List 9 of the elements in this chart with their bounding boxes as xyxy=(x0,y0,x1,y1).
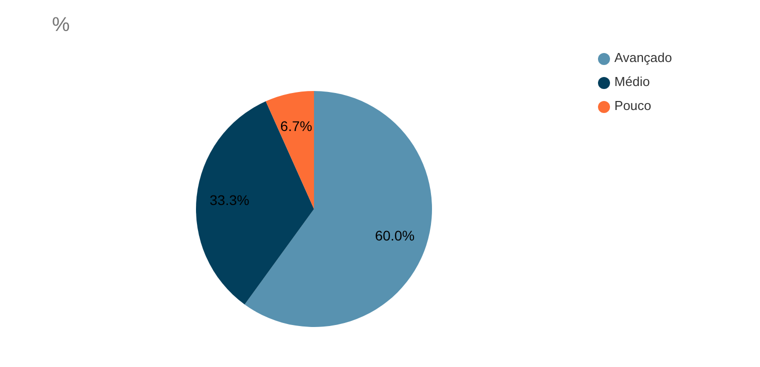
pie-slice xyxy=(266,91,314,209)
legend-label: Pouco xyxy=(614,98,652,113)
data-label: 60.0% xyxy=(374,227,415,244)
data-label: 6.7% xyxy=(280,118,312,134)
legend-label: Avançado xyxy=(614,50,672,65)
data-label: 33.3% xyxy=(210,192,250,208)
pie-slice xyxy=(196,101,314,304)
legend-label: Médio xyxy=(614,74,650,89)
chart-title: % xyxy=(52,14,70,37)
